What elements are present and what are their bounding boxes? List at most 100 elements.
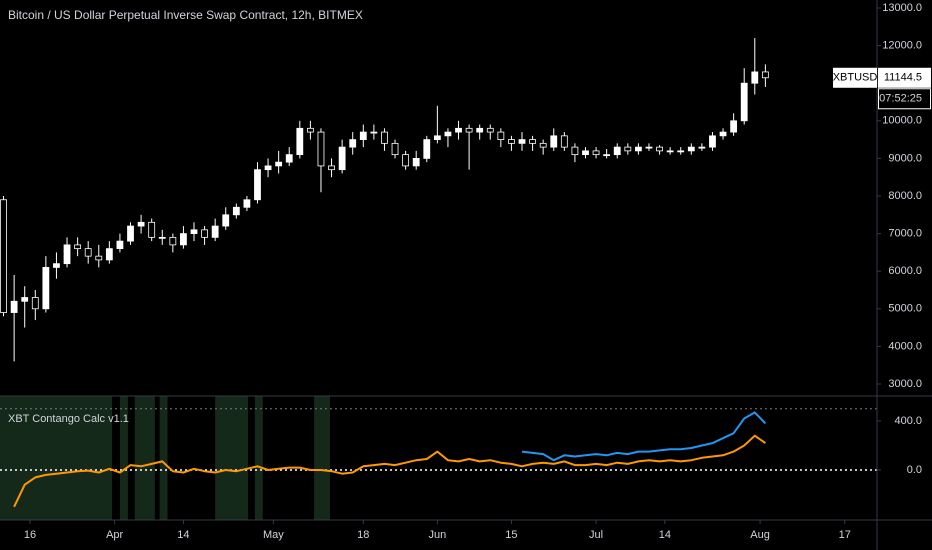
candle-body xyxy=(592,150,600,156)
candle-body xyxy=(613,146,621,156)
candle-body xyxy=(296,127,304,156)
axes-layer: 16 Apr 14 May 18 Jun 15 Jul 14 Aug 17 13000.0 12000.… xyxy=(24,2,931,541)
plot-layer xyxy=(0,38,877,508)
candle-body xyxy=(63,244,71,265)
candle-body xyxy=(31,297,39,310)
symbol-badge xyxy=(833,67,877,88)
candle-body xyxy=(465,127,473,133)
countdown-label: 07:52:25 xyxy=(879,93,922,105)
shaded-region xyxy=(159,396,168,520)
candle-body xyxy=(518,139,526,144)
indicator-line xyxy=(521,411,767,462)
x-tick-label: 14 xyxy=(659,529,671,541)
x-tick-label: 17 xyxy=(839,529,851,541)
x-tick-label: Apr xyxy=(106,529,123,541)
candle-body xyxy=(84,248,92,257)
x-tick-label: 15 xyxy=(505,529,517,541)
candle-body xyxy=(635,146,642,152)
candle-body xyxy=(645,146,653,149)
y-tick-label: 12000.0 xyxy=(882,40,922,52)
candle-body xyxy=(761,71,769,79)
y-tick-label: 7000.0 xyxy=(888,227,922,239)
candle-body xyxy=(730,120,738,133)
candle-body xyxy=(169,236,177,246)
candle-body xyxy=(338,146,346,171)
candle-body xyxy=(285,154,293,163)
shading-layer xyxy=(0,396,330,520)
candle-body xyxy=(550,135,558,148)
y-tick-label: 5000.0 xyxy=(888,303,922,315)
countdown-badge xyxy=(878,88,931,110)
price-label: 11144.5 xyxy=(884,72,922,84)
candle-body xyxy=(698,146,706,149)
candle-body xyxy=(412,157,420,167)
candle-body xyxy=(127,225,134,242)
candle-body xyxy=(582,150,589,156)
candle-body xyxy=(95,255,103,261)
candle-body xyxy=(222,214,230,227)
candle-body xyxy=(21,297,29,302)
candle-body xyxy=(201,229,208,238)
candle-body xyxy=(105,248,113,261)
y-tick-label: 13000.0 xyxy=(882,2,922,14)
y-tick-label: 6000.0 xyxy=(888,265,922,277)
y-tick-label: 9000.0 xyxy=(888,152,922,164)
candle-body xyxy=(402,154,410,167)
shaded-region xyxy=(314,396,330,520)
x-tick-label: 16 xyxy=(24,529,36,541)
candle-body xyxy=(53,263,60,268)
chart-title: Bitcoin / US Dollar Perpetual Inverse Sw… xyxy=(8,8,363,22)
candle-body xyxy=(719,131,727,137)
candle-body xyxy=(370,131,378,134)
candle-body xyxy=(74,244,82,250)
candle-body xyxy=(560,135,568,148)
x-tick-label: May xyxy=(263,529,284,541)
candle-body xyxy=(497,131,505,140)
candle-body xyxy=(603,154,611,157)
candle-body xyxy=(275,161,283,167)
x-tick-label: Aug xyxy=(750,529,770,541)
candle-body xyxy=(190,229,198,234)
candle-body xyxy=(10,300,18,313)
candle-body xyxy=(624,146,632,152)
indicator-line xyxy=(13,434,766,508)
candle-body xyxy=(751,71,759,84)
candle-body xyxy=(687,146,695,152)
candle-body xyxy=(42,267,50,310)
candle-body xyxy=(211,225,219,238)
candle-body xyxy=(709,135,716,148)
candle-body xyxy=(571,146,579,156)
candle-body xyxy=(232,206,240,216)
candle-body xyxy=(666,150,674,153)
x-tick-label: 14 xyxy=(177,529,189,541)
candle-body xyxy=(148,221,156,238)
candle-body xyxy=(116,240,124,250)
y-tick-label: 0.0 xyxy=(907,464,922,476)
candle-body xyxy=(158,236,166,239)
y-tick-label: 8000.0 xyxy=(888,190,922,202)
candle-body xyxy=(677,150,685,153)
candle-body xyxy=(444,131,452,137)
x-tick-label: 18 xyxy=(357,529,369,541)
shaded-region xyxy=(254,396,263,520)
candle-body xyxy=(656,146,663,152)
candle-body xyxy=(740,82,748,122)
indicator-title: XBT Contango Calc v1.1 xyxy=(8,413,129,425)
candle-body xyxy=(529,139,536,144)
y-tick-label: 400.0 xyxy=(894,415,922,427)
candle-body xyxy=(455,127,462,133)
candle-body xyxy=(306,127,314,133)
y-tick-label: 10000.0 xyxy=(882,115,922,127)
shaded-region xyxy=(134,396,155,520)
candle-body xyxy=(381,131,388,144)
candle-body xyxy=(254,169,261,201)
candle-body xyxy=(423,139,431,159)
candle-body xyxy=(476,127,484,133)
candle-body xyxy=(539,142,547,148)
shaded-region xyxy=(119,396,128,520)
candle-body xyxy=(433,135,441,140)
y-tick-label: 4000.0 xyxy=(888,340,922,352)
x-tick-label: Jun xyxy=(428,529,446,541)
